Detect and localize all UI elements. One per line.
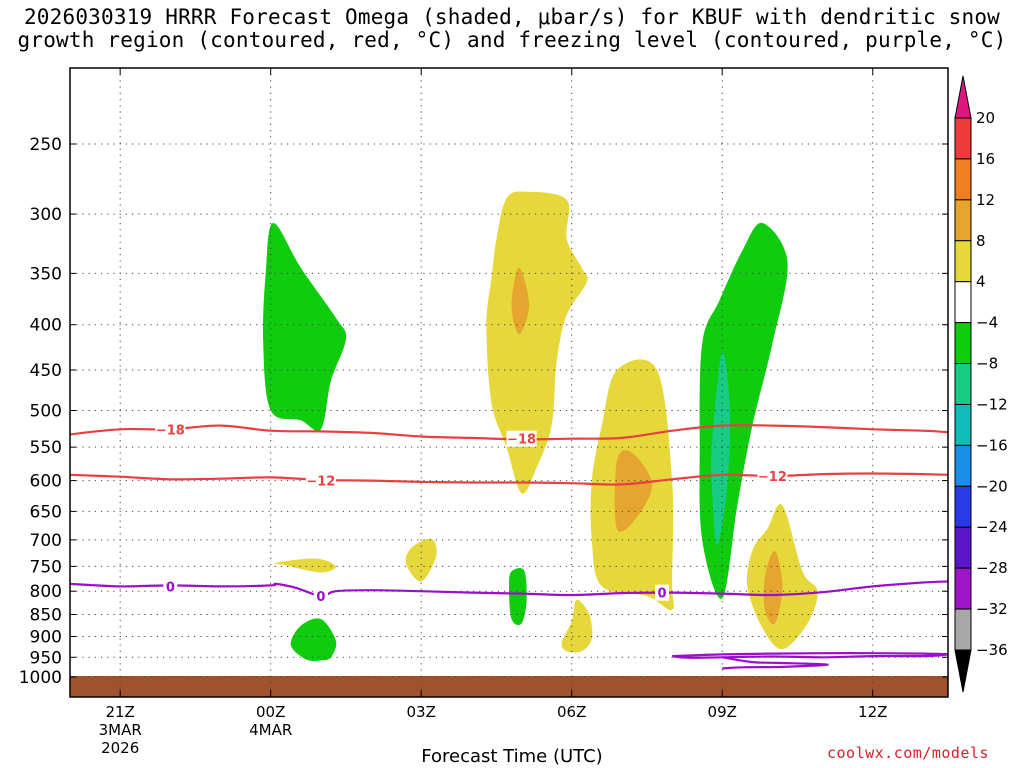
isotherm-label-bg [163,578,178,595]
title-line-2: growth region (contoured, red, °C) and f… [17,28,1007,52]
colorbar-bin-8 [954,403,972,446]
y-tick-label: 1000 [19,668,62,688]
colorbar-tick-label: −36 [976,641,1008,659]
y-tick-label: 600 [30,472,62,492]
y-tick-label: 750 [30,557,62,577]
y-tick-label: 400 [30,316,62,336]
omega-region-12 [509,567,527,626]
y-tick-label: 250 [30,135,62,155]
colorbar-bin-12 [954,567,972,610]
x-tick-label: 12Z [858,703,887,721]
omega-region-11 [290,618,337,661]
isotherm-label-1-1: −12 [758,470,787,485]
isotherm-line-1 [70,472,948,486]
omega-region-7 [746,504,818,650]
omega-region-4 [614,450,653,532]
x-tick-label: 06Z [557,703,586,721]
isotherm-label-bg [506,430,537,447]
omega-region-9 [274,558,336,573]
omega-region-8 [763,550,783,625]
isotherm-label-2-1: 0 [316,590,325,605]
colorbar-bin-1 [954,117,972,160]
plot-contents: −18 −18 −12 −12 0 0 0 [70,68,948,697]
y-tick-label: 450 [30,361,62,381]
colorbar-tick-label: −24 [976,518,1008,536]
x-axis-title: Forecast Time (UTC) [421,746,603,767]
colorbar-bin-9 [954,444,972,487]
isotherm-label-bg [305,472,336,489]
colorbar-tick-label: 8 [976,232,986,250]
omega-region-0 [262,222,347,432]
x-tick-label: 09Z [708,703,737,721]
colorbar-bin-2 [954,158,972,201]
y-tick-label: 850 [30,606,62,626]
colorbar: 20 16 12 8 4 −4 −8 −12 −16 −20 −24 −28 −32 −36 [954,75,1008,693]
axes: 2503003504004505005506006507007508008509… [19,67,949,757]
isotherm-line-2 [70,580,948,598]
colorbar-top-triangle [954,75,972,119]
omega-region-6 [711,352,731,546]
colorbar-bin-7 [954,363,972,405]
isotherm-label-2-0: 0 [166,580,175,595]
plot-frame [69,67,949,698]
colorbar-bin-5 [954,281,972,324]
omega-region-1 [486,191,588,494]
y-tick-label: 900 [30,627,62,647]
isotherm-label-bg [655,584,670,601]
colorbar-bin-6 [954,322,972,365]
y-tick-label: 700 [30,531,62,551]
colorbar-tick-label: 16 [976,150,995,168]
isotherm-label-2-2: 0 [657,587,666,602]
omega-region-13 [561,599,593,653]
y-tick-label: 300 [30,205,62,225]
isotherm-label-1-0: −12 [306,475,335,490]
y-tick-label: 650 [30,502,62,522]
isotherm-label-0-0: −18 [156,423,185,438]
isotherm-label-0-1: −18 [507,433,536,448]
colorbar-tick-label: −8 [976,355,998,373]
x-tick-sublabel: 4MAR [249,721,292,739]
x-tick-label: 21Z [105,703,134,721]
isotherm-line-4 [722,656,829,670]
colorbar-bottom-triangle [954,649,972,693]
x-tick-sublabel: 2026 [101,739,139,757]
y-tick-label: 500 [30,402,62,422]
colorbar-bin-13 [954,608,972,651]
plot-area: −18 −18 −12 −12 0 0 0 [70,68,948,697]
x-tick-label: 00Z [256,703,285,721]
source-credit: coolwx.com/models [827,744,990,762]
colorbar-tick-label: −16 [976,436,1008,454]
colorbar-tick-label: −4 [976,314,998,332]
omega-region-2 [511,267,530,335]
colorbar-bin-11 [954,526,972,569]
isotherm-line-3 [671,652,948,659]
omega-region-10 [405,538,437,582]
y-tick-label: 550 [30,438,62,458]
colorbar-tick-label: 4 [976,273,986,291]
x-tick-label: 03Z [407,703,436,721]
colorbar-tick-label: 20 [976,109,995,127]
y-tick-label: 350 [30,264,62,284]
isotherm-label-bg [155,421,186,438]
colorbar-tick-label: −12 [976,395,1008,413]
colorbar-bin-10 [954,485,972,528]
chart-title: 2026030319 HRRR Forecast Omega (shaded, … [0,6,1024,52]
colorbar-tick-label: −20 [976,477,1008,495]
colorbar-tick-label: 12 [976,191,995,209]
title-line-1: 2026030319 HRRR Forecast Omega (shaded, … [23,5,1001,29]
colorbar-bin-4 [954,240,972,283]
y-tick-label: 800 [30,582,62,602]
colorbar-bin-3 [954,199,972,242]
colorbar-tick-label: −28 [976,559,1008,577]
colorbar-tick-label: −32 [976,600,1008,618]
isotherm-label-bg [757,468,788,485]
x-tick-sublabel: 3MAR [99,721,142,739]
y-tick-label: 950 [30,648,62,668]
ground-fill [70,676,948,697]
isotherm-label-bg [313,587,328,604]
